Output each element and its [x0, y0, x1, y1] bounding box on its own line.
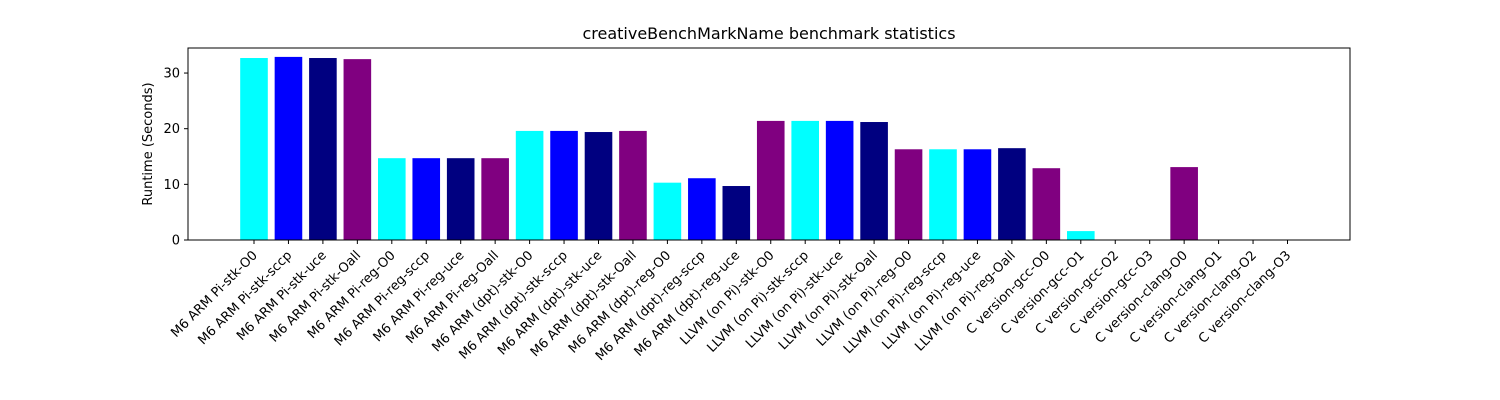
bar: [929, 149, 957, 240]
bar: [481, 158, 509, 240]
bar: [1067, 231, 1095, 240]
bar: [756, 120, 785, 240]
bar: [515, 130, 544, 240]
bar: [378, 158, 406, 240]
bar: [894, 149, 923, 240]
bar: [343, 59, 372, 241]
bar: [688, 178, 716, 240]
bar: [722, 186, 751, 240]
bar: [550, 130, 578, 240]
bar: [619, 130, 647, 240]
y-axis-label: Runtime (Seconds): [141, 82, 156, 205]
y-axis-ticks: 0 10 20 30: [163, 67, 188, 249]
y-tick-label: 10: [163, 178, 180, 193]
bar: [446, 158, 475, 240]
plot-frame: [187, 47, 1351, 241]
bar: [309, 58, 337, 240]
bars-group: [240, 56, 1198, 241]
bar: [791, 120, 819, 240]
bar: [963, 149, 992, 240]
bar: [240, 58, 268, 240]
bar: [274, 56, 303, 241]
bar: [998, 148, 1026, 240]
chart-title: creativeBenchMarkName benchmark statisti…: [582, 24, 955, 43]
bar: [412, 158, 441, 240]
bar: [1032, 168, 1061, 240]
bar: [653, 182, 682, 240]
y-tick-label: 20: [163, 122, 180, 137]
bar: [584, 132, 613, 240]
y-tick-label: 0: [172, 234, 180, 249]
y-tick-label: 30: [163, 67, 180, 82]
bar: [860, 122, 888, 240]
bar: [825, 120, 854, 240]
bar: [1170, 167, 1198, 240]
